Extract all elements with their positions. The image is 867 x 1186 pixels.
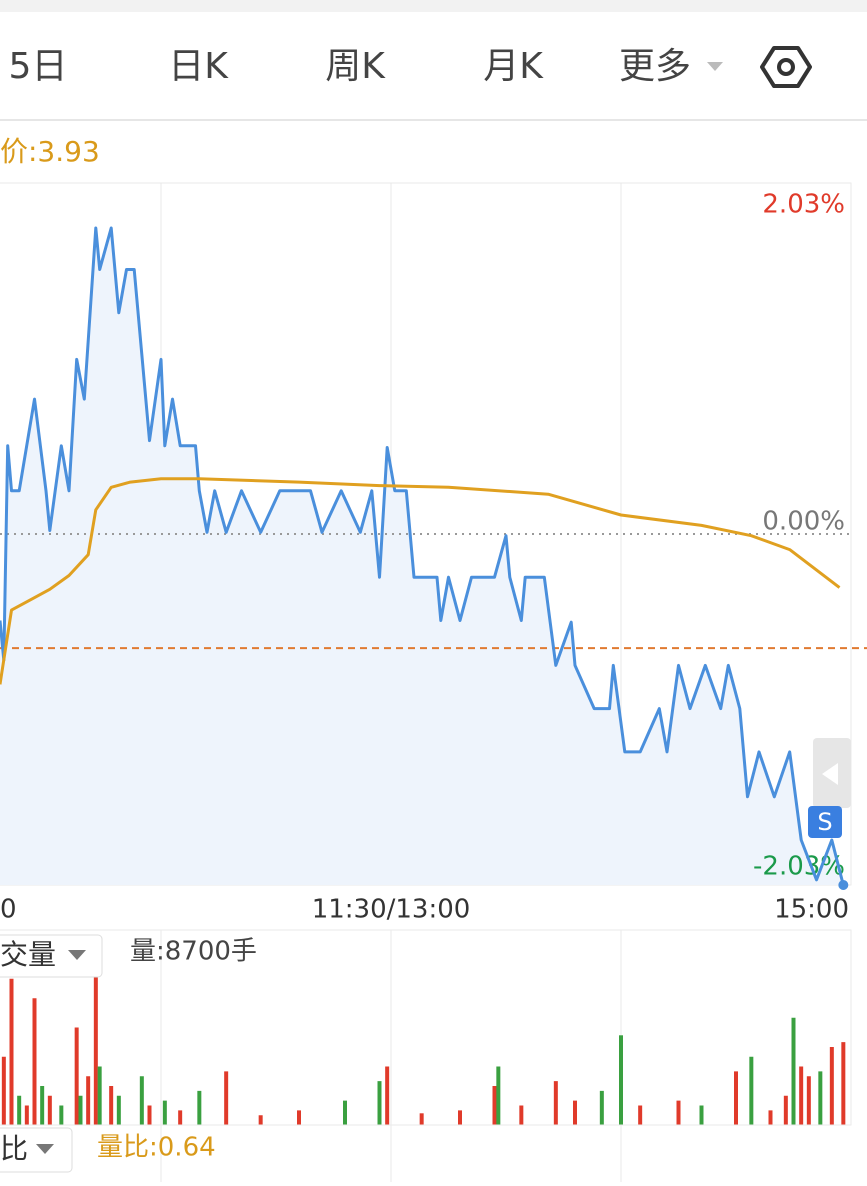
settings-icon[interactable] [760, 46, 812, 88]
volume-bar [24, 1105, 29, 1125]
signal-badge[interactable] [808, 806, 842, 838]
volume-bar [47, 1095, 52, 1125]
volume-bar [783, 1095, 788, 1125]
ratio-selector[interactable] [0, 1127, 73, 1173]
volume-bar [573, 1100, 577, 1125]
ratio-label: 量比:0.64 [97, 1133, 216, 1163]
volume-bar [619, 1035, 623, 1125]
volume-bar [178, 1110, 183, 1125]
volume-bar [799, 1066, 804, 1125]
volume-bar [59, 1105, 64, 1125]
volume-bar [139, 1076, 144, 1125]
tab-bar: 5日 日K 周K 月K 更多 [9, 46, 691, 87]
dropdown-arrow [36, 1144, 54, 1154]
volume-selector-text[interactable]: 交量 [0, 938, 56, 971]
x-tick-label: 0 [0, 895, 17, 925]
volume-bar [258, 1115, 263, 1125]
volume-bar [458, 1110, 462, 1125]
volume-bar [86, 1076, 91, 1125]
last-point [838, 880, 849, 890]
volume-bar [829, 1047, 834, 1125]
volume-bar [197, 1090, 202, 1125]
tab[interactable]: 周K [325, 46, 386, 87]
avg-price-label: 价:3.93 [0, 135, 100, 168]
y-tick-label: -2.03% [753, 852, 845, 882]
volume-bar [147, 1105, 152, 1125]
volume-bar [818, 1071, 823, 1125]
price-area [0, 228, 844, 885]
volume-bar [699, 1105, 704, 1125]
volume-frame [0, 929, 852, 1126]
volume-bar [419, 1113, 424, 1125]
volume-bar [599, 1090, 604, 1125]
volume-bar [385, 1066, 390, 1125]
volume-bar [109, 1086, 114, 1125]
volume-label: 量:8700手 [130, 937, 257, 967]
tab[interactable]: 月K [483, 46, 544, 87]
price-line [0, 226, 845, 886]
volume-bar [343, 1100, 347, 1125]
volume-bar [768, 1110, 773, 1125]
volume-bar [377, 1081, 382, 1125]
chart: 2.03% 0.00% -2.03% 0 11:30/13:00 15:00 [0, 183, 867, 1182]
y-tick-label: 0.00% [762, 507, 845, 537]
y-tick-label: 2.03% [762, 190, 845, 220]
volume-bar [9, 978, 14, 1125]
volume-bar [749, 1056, 754, 1125]
volume-bar [97, 1066, 102, 1125]
x-tick-label: 15:00 [774, 895, 849, 925]
x-tick-label: 11:30/13:00 [312, 895, 471, 925]
volume-bar [93, 934, 98, 1125]
avg-price-line [0, 477, 841, 685]
signal-badge-text[interactable]: S [817, 808, 832, 836]
volume-bar [116, 1095, 121, 1125]
tab[interactable]: 日K [168, 46, 229, 87]
volume-bar [162, 1100, 167, 1125]
volume-bar [297, 1110, 301, 1125]
hexagon [760, 46, 812, 88]
volume-bar [676, 1100, 681, 1125]
volume-bar [17, 1095, 22, 1125]
dropdown-arrow [68, 950, 86, 960]
tab[interactable]: 5日 [9, 46, 68, 87]
volume-bar [74, 1027, 79, 1125]
volume-bar [224, 1071, 229, 1125]
volume-bar [734, 1071, 738, 1125]
ratio-selector-text[interactable]: 比 [0, 1132, 28, 1165]
dropdown-arrow [707, 62, 723, 71]
volume-selector[interactable] [0, 934, 103, 978]
tab[interactable]: 更多 [619, 46, 691, 87]
volume-bar [841, 1042, 846, 1125]
volume-bar [806, 1076, 811, 1125]
volume-bar [638, 1105, 643, 1125]
status-strip [0, 0, 867, 12]
volume-bar [40, 1086, 45, 1125]
volume-bar [519, 1105, 524, 1125]
volume-bar [496, 1066, 501, 1125]
volume-bar [32, 998, 37, 1125]
gear-center [777, 58, 795, 76]
volume-bar [791, 1017, 796, 1125]
volume-bar [78, 1095, 83, 1125]
toggle-arrow [822, 763, 838, 785]
volume-bar [1, 1056, 6, 1125]
volume-bar [553, 1081, 558, 1125]
volume-bar [492, 1086, 497, 1125]
